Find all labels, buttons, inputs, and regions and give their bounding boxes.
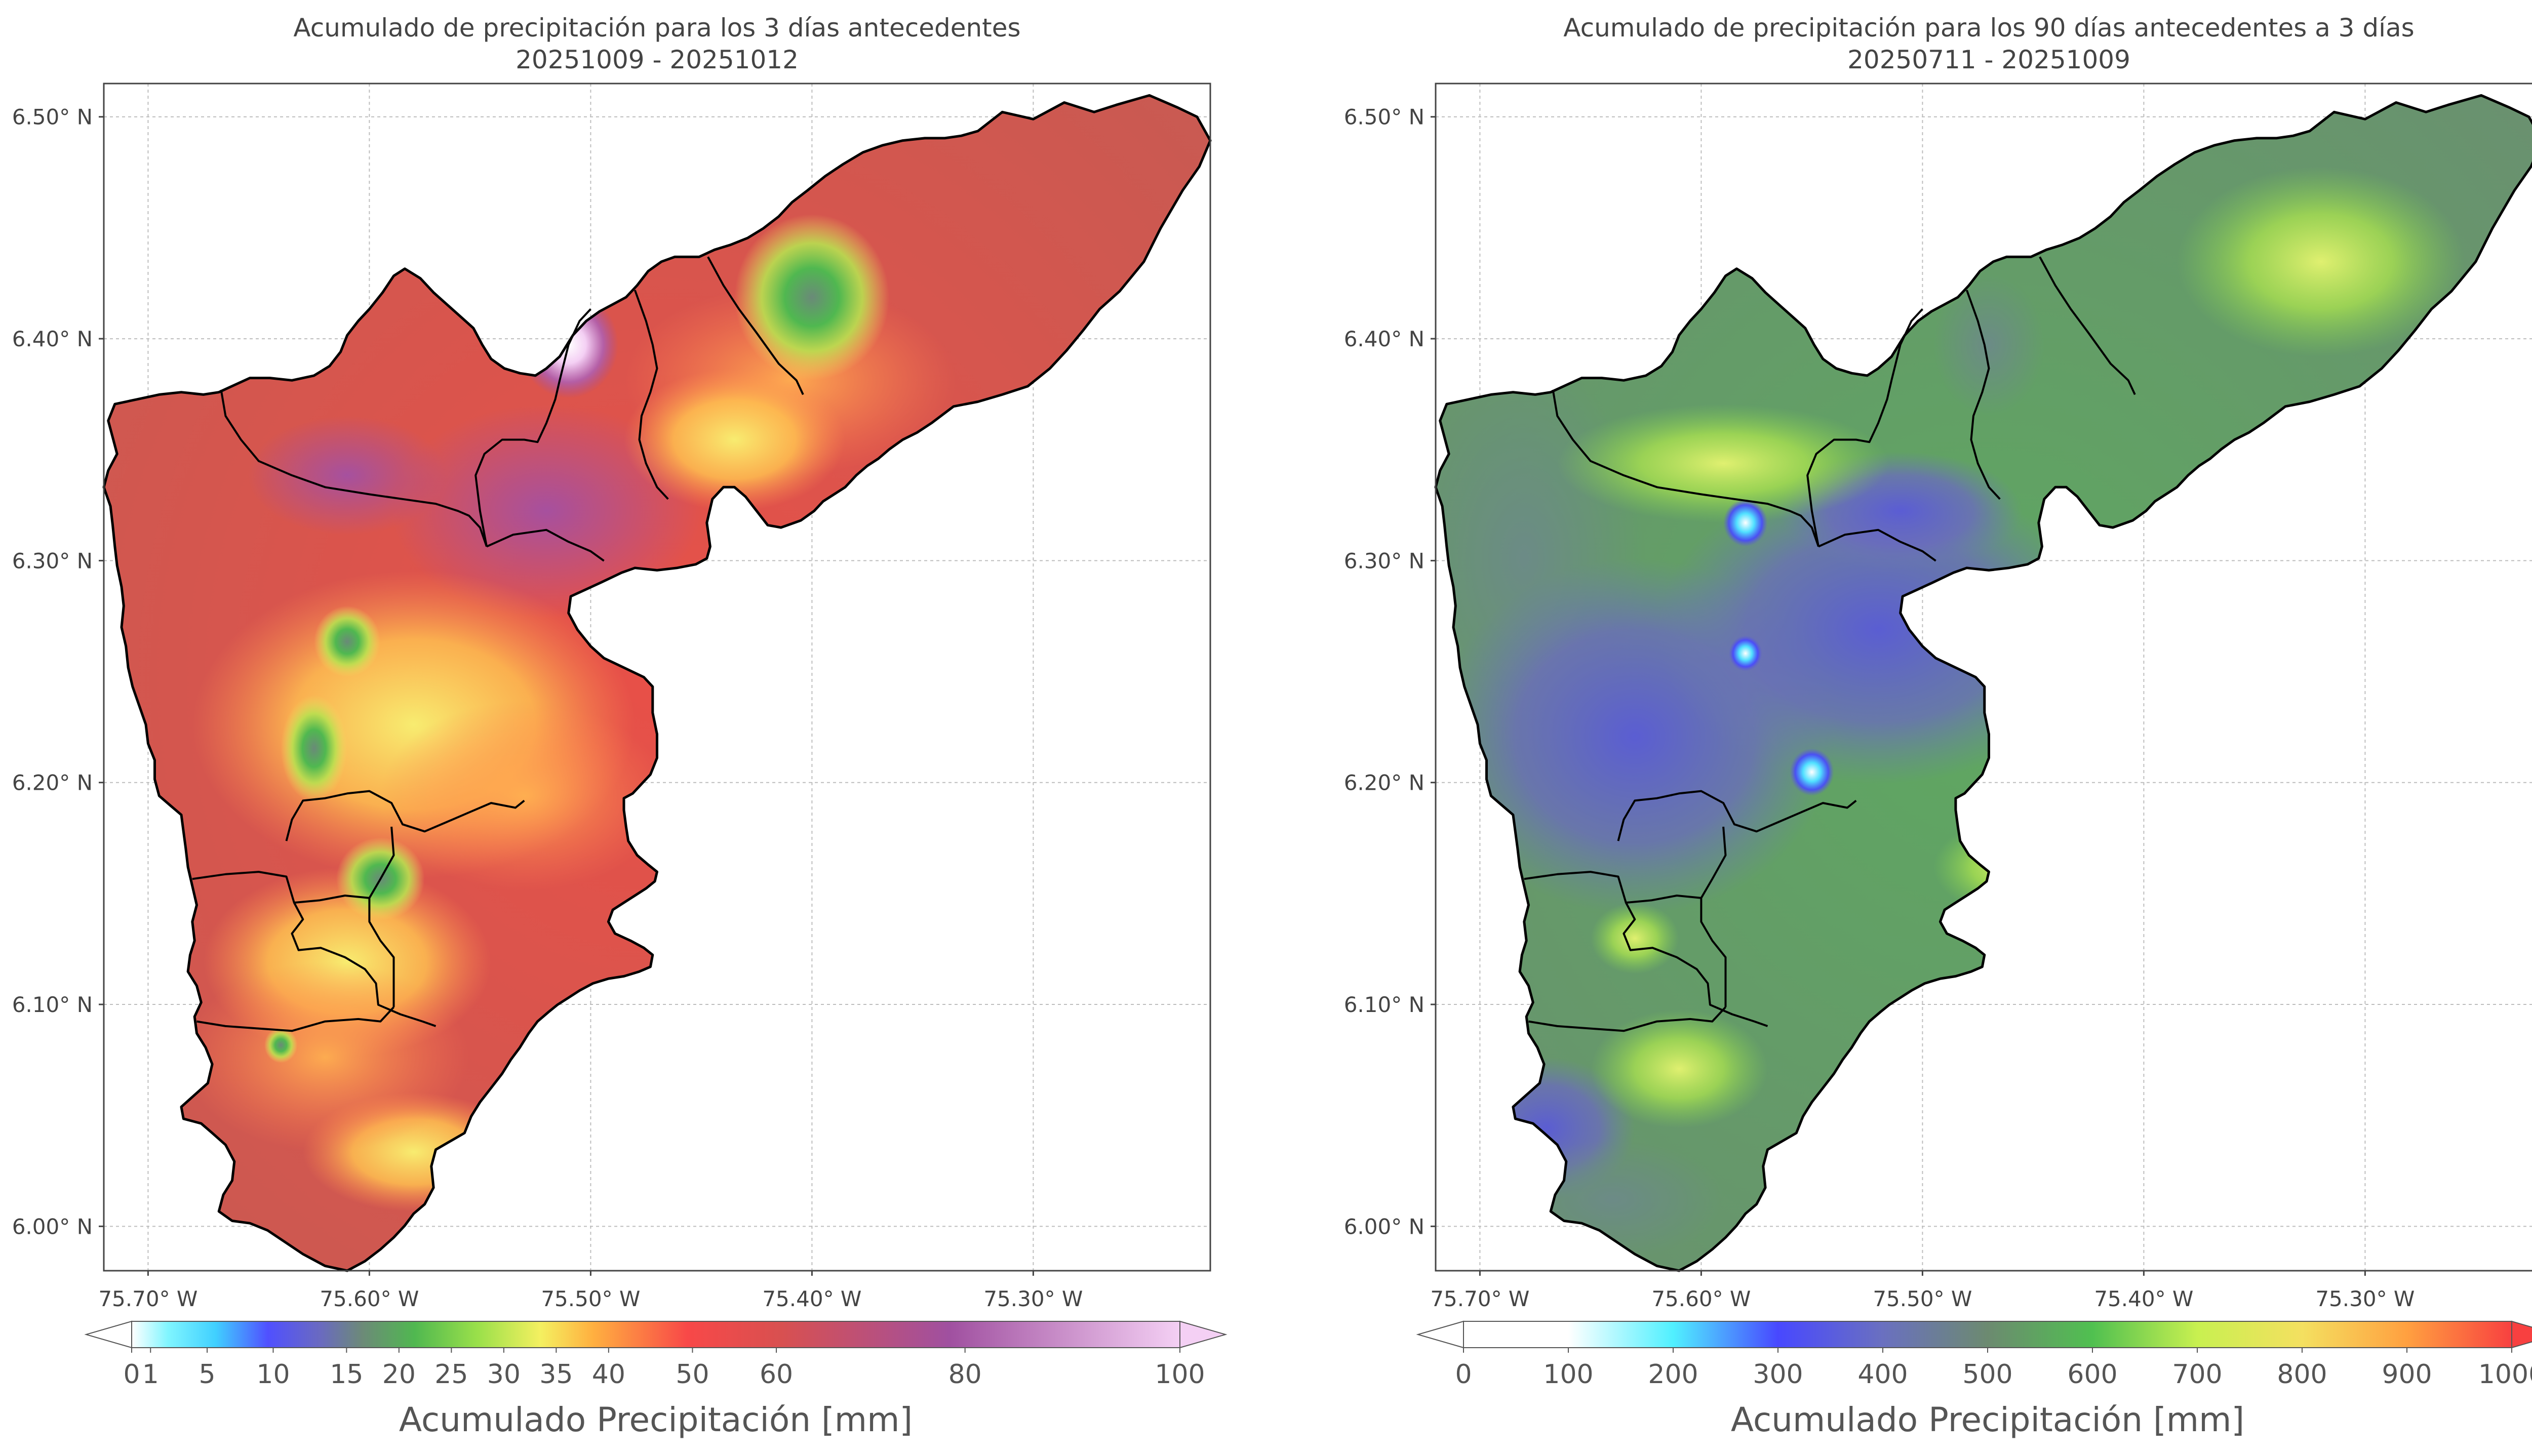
municipal-boundary-8	[1524, 871, 1768, 1027]
municipal-boundary-6	[707, 256, 804, 395]
municipal-boundary-10	[196, 1006, 394, 1032]
colorbar-tick-label: 300	[1753, 1359, 1803, 1390]
map-panel-1: Acumulado de precipitación para los 3 dí…	[12, 13, 1228, 1439]
municipal-boundary-11	[294, 895, 370, 904]
municipal-boundary-4	[559, 308, 591, 381]
municipal-boundary-9	[1700, 826, 1727, 1007]
colorbar-tick-label: 100	[1543, 1359, 1593, 1390]
colorbar: 0 100 200 300 400 500 600 700 800 900 1000 Acumulad…	[1416, 1320, 2532, 1439]
colorbar-tick-label: 50	[676, 1359, 709, 1390]
y-tick-label: 6.30° N	[1344, 548, 1425, 573]
municipal-boundaries	[1524, 256, 2136, 1032]
colorbar-label: Acumulado Precipitación [mm]	[399, 1400, 913, 1439]
colorbar-label: Acumulado Precipitación [mm]	[1731, 1400, 2244, 1439]
y-tick-label: 6.40° N	[12, 327, 93, 351]
colorbar-tick-label: 35	[539, 1359, 573, 1390]
x-tick-label: 75.30° W	[2315, 1286, 2415, 1311]
x-tick-label: 75.50° W	[541, 1286, 640, 1311]
colorbar-tick-label: 400	[1857, 1359, 1908, 1390]
x-tick-label: 75.30° W	[983, 1286, 1083, 1311]
municipal-boundary-7	[285, 790, 525, 841]
municipal-boundary-5	[1965, 290, 2001, 500]
x-tick-label: 75.50° W	[1873, 1286, 1972, 1311]
map-panel-2: Acumulado de precipitación para los 90 d…	[1344, 13, 2532, 1439]
colorbar-tick-label: 800	[2277, 1359, 2327, 1390]
colorbar-tick-label: 100	[1155, 1359, 1205, 1390]
y-tick-label: 6.10° N	[1344, 992, 1425, 1017]
municipal-boundary-1	[220, 389, 488, 547]
y-tick-label: 6.10° N	[12, 992, 93, 1017]
y-tick-label: 6.00° N	[12, 1214, 93, 1239]
chart-title: Acumulado de precipitación para los 3 dí…	[293, 13, 1020, 43]
municipal-boundary-2	[1818, 529, 1936, 562]
y-tick-label: 6.50° N	[1344, 105, 1425, 130]
colorbar-extend-min	[1416, 1320, 1464, 1349]
region-boundary	[102, 94, 1212, 1272]
colorbar-extend-min	[84, 1320, 132, 1349]
municipal-boundary-6	[2039, 256, 2136, 395]
municipal-boundary-1	[1552, 389, 1819, 547]
x-tick-label: 75.40° W	[2094, 1286, 2193, 1311]
municipal-boundary-9	[368, 826, 395, 1007]
colorbar-tick-label: 700	[2172, 1359, 2222, 1390]
municipal-boundary-4	[1890, 308, 1923, 381]
chart-subtitle: 20250711 - 20251009	[1847, 45, 2130, 74]
colorbar-tick-label: 1000	[2478, 1359, 2532, 1390]
colorbar-tick-label: 40	[592, 1359, 625, 1390]
colorbar-gradient	[131, 1321, 1180, 1348]
chart-subtitle: 20251009 - 20251012	[516, 45, 799, 74]
y-tick-label: 6.00° N	[1344, 1214, 1425, 1239]
colorbar-tick-label: 0	[123, 1359, 140, 1390]
colorbar-tick-label: 30	[487, 1359, 521, 1390]
x-tick-label: 75.40° W	[762, 1286, 861, 1311]
municipal-boundary-10	[1528, 1006, 1726, 1032]
municipal-boundary-2	[486, 529, 605, 562]
plot-frame	[103, 83, 1211, 1272]
x-tick-label: 75.60° W	[320, 1286, 419, 1311]
x-tick-label: 75.60° W	[1651, 1286, 1751, 1311]
colorbar-tick-label: 25	[434, 1359, 468, 1390]
municipal-boundaries	[192, 256, 804, 1032]
municipal-boundary-5	[634, 290, 669, 500]
colorbar-tick-label: 10	[256, 1359, 290, 1390]
colorbar-tick-label: 900	[2382, 1359, 2432, 1390]
chart-title: Acumulado de precipitación para los 90 d…	[1563, 13, 2414, 43]
x-tick-label: 75.70° W	[98, 1286, 197, 1311]
municipal-boundary-3	[474, 380, 561, 547]
colorbar-tick-label: 500	[1962, 1359, 2012, 1390]
y-tick-label: 6.40° N	[1344, 327, 1425, 351]
y-tick-label: 6.30° N	[12, 548, 93, 573]
colorbar-tick-label: 60	[760, 1359, 793, 1390]
colorbar-tick-label: 600	[2067, 1359, 2117, 1390]
y-tick-label: 6.20° N	[12, 771, 93, 795]
colorbar-tick-label: 200	[1648, 1359, 1698, 1390]
municipal-boundary-8	[192, 871, 437, 1027]
colorbar-tick-label: 5	[199, 1359, 215, 1390]
x-tick-label: 75.70° W	[1430, 1286, 1529, 1311]
colorbar-tick-label: 20	[382, 1359, 416, 1390]
y-tick-label: 6.20° N	[1344, 771, 1425, 795]
region-boundary	[1434, 94, 2532, 1272]
colorbar-tick-label: 80	[948, 1359, 982, 1390]
colorbar-tick-label: 0	[1455, 1359, 1472, 1390]
plot-frame	[1435, 83, 2532, 1272]
y-tick-label: 6.50° N	[12, 105, 93, 130]
municipal-boundary-7	[1617, 790, 1857, 841]
colorbar-extend-max	[2511, 1320, 2532, 1349]
colorbar-tick-label: 15	[330, 1359, 363, 1390]
municipal-boundary-3	[1806, 380, 1893, 547]
colorbar-tick-label: 1	[142, 1359, 159, 1390]
colorbar-extend-max	[1179, 1320, 1228, 1349]
municipal-boundary-11	[1626, 895, 1702, 904]
colorbar-gradient	[1463, 1321, 2512, 1348]
